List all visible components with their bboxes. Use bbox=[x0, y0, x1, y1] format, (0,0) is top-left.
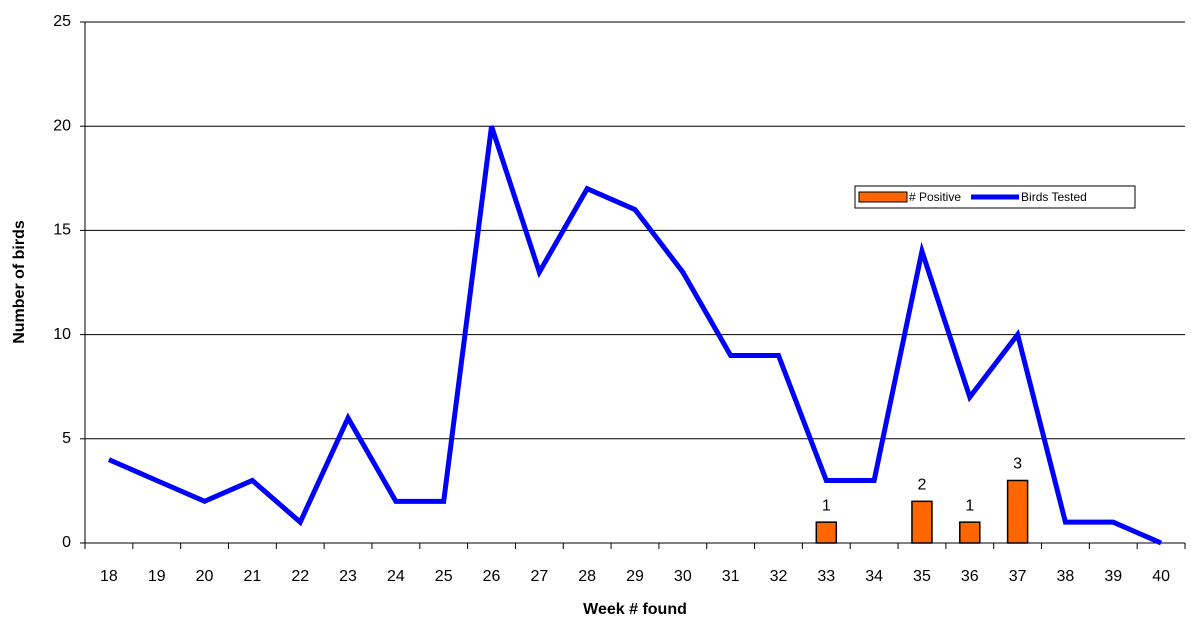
x-axis-title: Week # found bbox=[583, 601, 687, 618]
x-tick-label: 28 bbox=[578, 568, 596, 585]
x-tick-label: 30 bbox=[674, 568, 692, 585]
line bbox=[107, 125, 1163, 546]
x-tick-label: 20 bbox=[196, 568, 214, 585]
bar bbox=[815, 521, 838, 544]
legend-swatch bbox=[858, 191, 908, 203]
bar bbox=[1006, 479, 1029, 544]
legend-label: Birds Tested bbox=[1021, 190, 1087, 204]
x-tick-label: 25 bbox=[435, 568, 453, 585]
x-tick-label: 39 bbox=[1104, 568, 1122, 585]
x-tick-label: 21 bbox=[243, 568, 261, 585]
y-tick-label: 10 bbox=[53, 326, 71, 343]
x-tick-label: 37 bbox=[1009, 568, 1027, 585]
data-label: 2 bbox=[918, 477, 927, 494]
y-tick-label: 15 bbox=[53, 222, 71, 239]
y-axis-title: Number of birds bbox=[11, 220, 28, 344]
bar bbox=[959, 521, 981, 544]
y-tick-label: 0 bbox=[62, 534, 71, 551]
x-tick-label: 23 bbox=[339, 568, 357, 585]
data-label: 1 bbox=[822, 497, 831, 514]
x-tick-label: 34 bbox=[865, 568, 883, 585]
x-tick-label: 31 bbox=[722, 568, 740, 585]
x-tick-label: 36 bbox=[961, 568, 979, 585]
x-tick-label: 33 bbox=[817, 568, 835, 585]
x-tick-label: 32 bbox=[770, 568, 788, 585]
legend-label: # Positive bbox=[909, 190, 961, 204]
data-label: 1 bbox=[965, 497, 974, 514]
x-tick-label: 40 bbox=[1152, 568, 1170, 585]
x-tick-label: 26 bbox=[483, 568, 501, 585]
x-tick-label: 18 bbox=[100, 568, 118, 585]
x-tick-label: 35 bbox=[913, 568, 931, 585]
x-tick-label: 27 bbox=[530, 568, 548, 585]
x-tick-label: 29 bbox=[626, 568, 644, 585]
data-label: 3 bbox=[1013, 456, 1022, 473]
y-tick-label: 25 bbox=[53, 13, 71, 30]
x-tick-label: 19 bbox=[148, 568, 166, 585]
x-tick-label: 24 bbox=[387, 568, 405, 585]
bar bbox=[911, 500, 933, 544]
x-tick-label: 22 bbox=[291, 568, 309, 585]
y-tick-label: 20 bbox=[53, 117, 71, 134]
x-tick-label: 38 bbox=[1057, 568, 1075, 585]
y-tick-label: 5 bbox=[62, 430, 71, 447]
